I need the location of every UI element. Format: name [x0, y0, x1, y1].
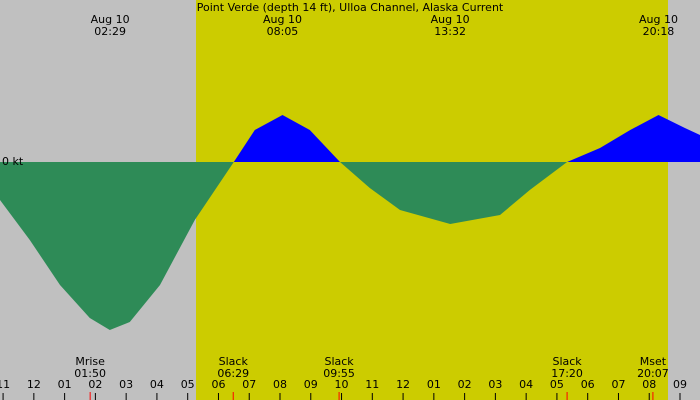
x-tick-label: 11 — [0, 378, 10, 391]
peak-time: 20:18 — [643, 25, 675, 38]
ebb-area — [0, 162, 700, 330]
event-name: Slack — [552, 355, 582, 368]
x-tick-label: 04 — [150, 378, 164, 391]
peak-date: Aug 10 — [639, 13, 678, 26]
x-tick-label: 07 — [611, 378, 625, 391]
event-time: 17:20 — [551, 367, 583, 380]
x-tick-label: 05 — [181, 378, 195, 391]
x-tick-label: 03 — [488, 378, 502, 391]
x-tick-label: 12 — [396, 378, 410, 391]
x-tick-label: 06 — [581, 378, 595, 391]
x-tick-label: 05 — [550, 378, 564, 391]
x-tick-label: 01 — [58, 378, 72, 391]
event-time: 06:29 — [217, 367, 249, 380]
x-tick-label: 01 — [427, 378, 441, 391]
x-tick-label: 08 — [273, 378, 287, 391]
x-tick-label: 10 — [335, 378, 349, 391]
peak-time: 13:32 — [434, 25, 466, 38]
x-tick-label: 03 — [119, 378, 133, 391]
x-tick-label: 12 — [27, 378, 41, 391]
event-name: Slack — [219, 355, 249, 368]
peak-time: 08:05 — [267, 25, 299, 38]
x-tick-label: 09 — [304, 378, 318, 391]
x-tick-label: 08 — [642, 378, 656, 391]
x-tick-label: 02 — [458, 378, 472, 391]
event-time: 01:50 — [74, 367, 106, 380]
y-axis-label: 0 kt — [2, 155, 24, 168]
event-time: 20:07 — [637, 367, 669, 380]
x-tick-label: 07 — [242, 378, 256, 391]
event-time: 09:55 — [323, 367, 355, 380]
event-name: Mrise — [75, 355, 105, 368]
x-tick-label: 11 — [365, 378, 379, 391]
event-name: Mset — [640, 355, 667, 368]
peak-date: Aug 10 — [431, 13, 470, 26]
x-tick-label: 04 — [519, 378, 533, 391]
chart-title: Point Verde (depth 14 ft), Ulloa Channel… — [197, 1, 504, 14]
event-name: Slack — [324, 355, 354, 368]
x-tick-label: 06 — [211, 378, 225, 391]
x-tick-label: 09 — [673, 378, 687, 391]
peak-date: Aug 10 — [263, 13, 302, 26]
plot — [0, 115, 700, 330]
x-tick-label: 02 — [88, 378, 102, 391]
peak-time: 02:29 — [94, 25, 126, 38]
flood-area — [0, 115, 700, 162]
peak-date: Aug 10 — [91, 13, 130, 26]
